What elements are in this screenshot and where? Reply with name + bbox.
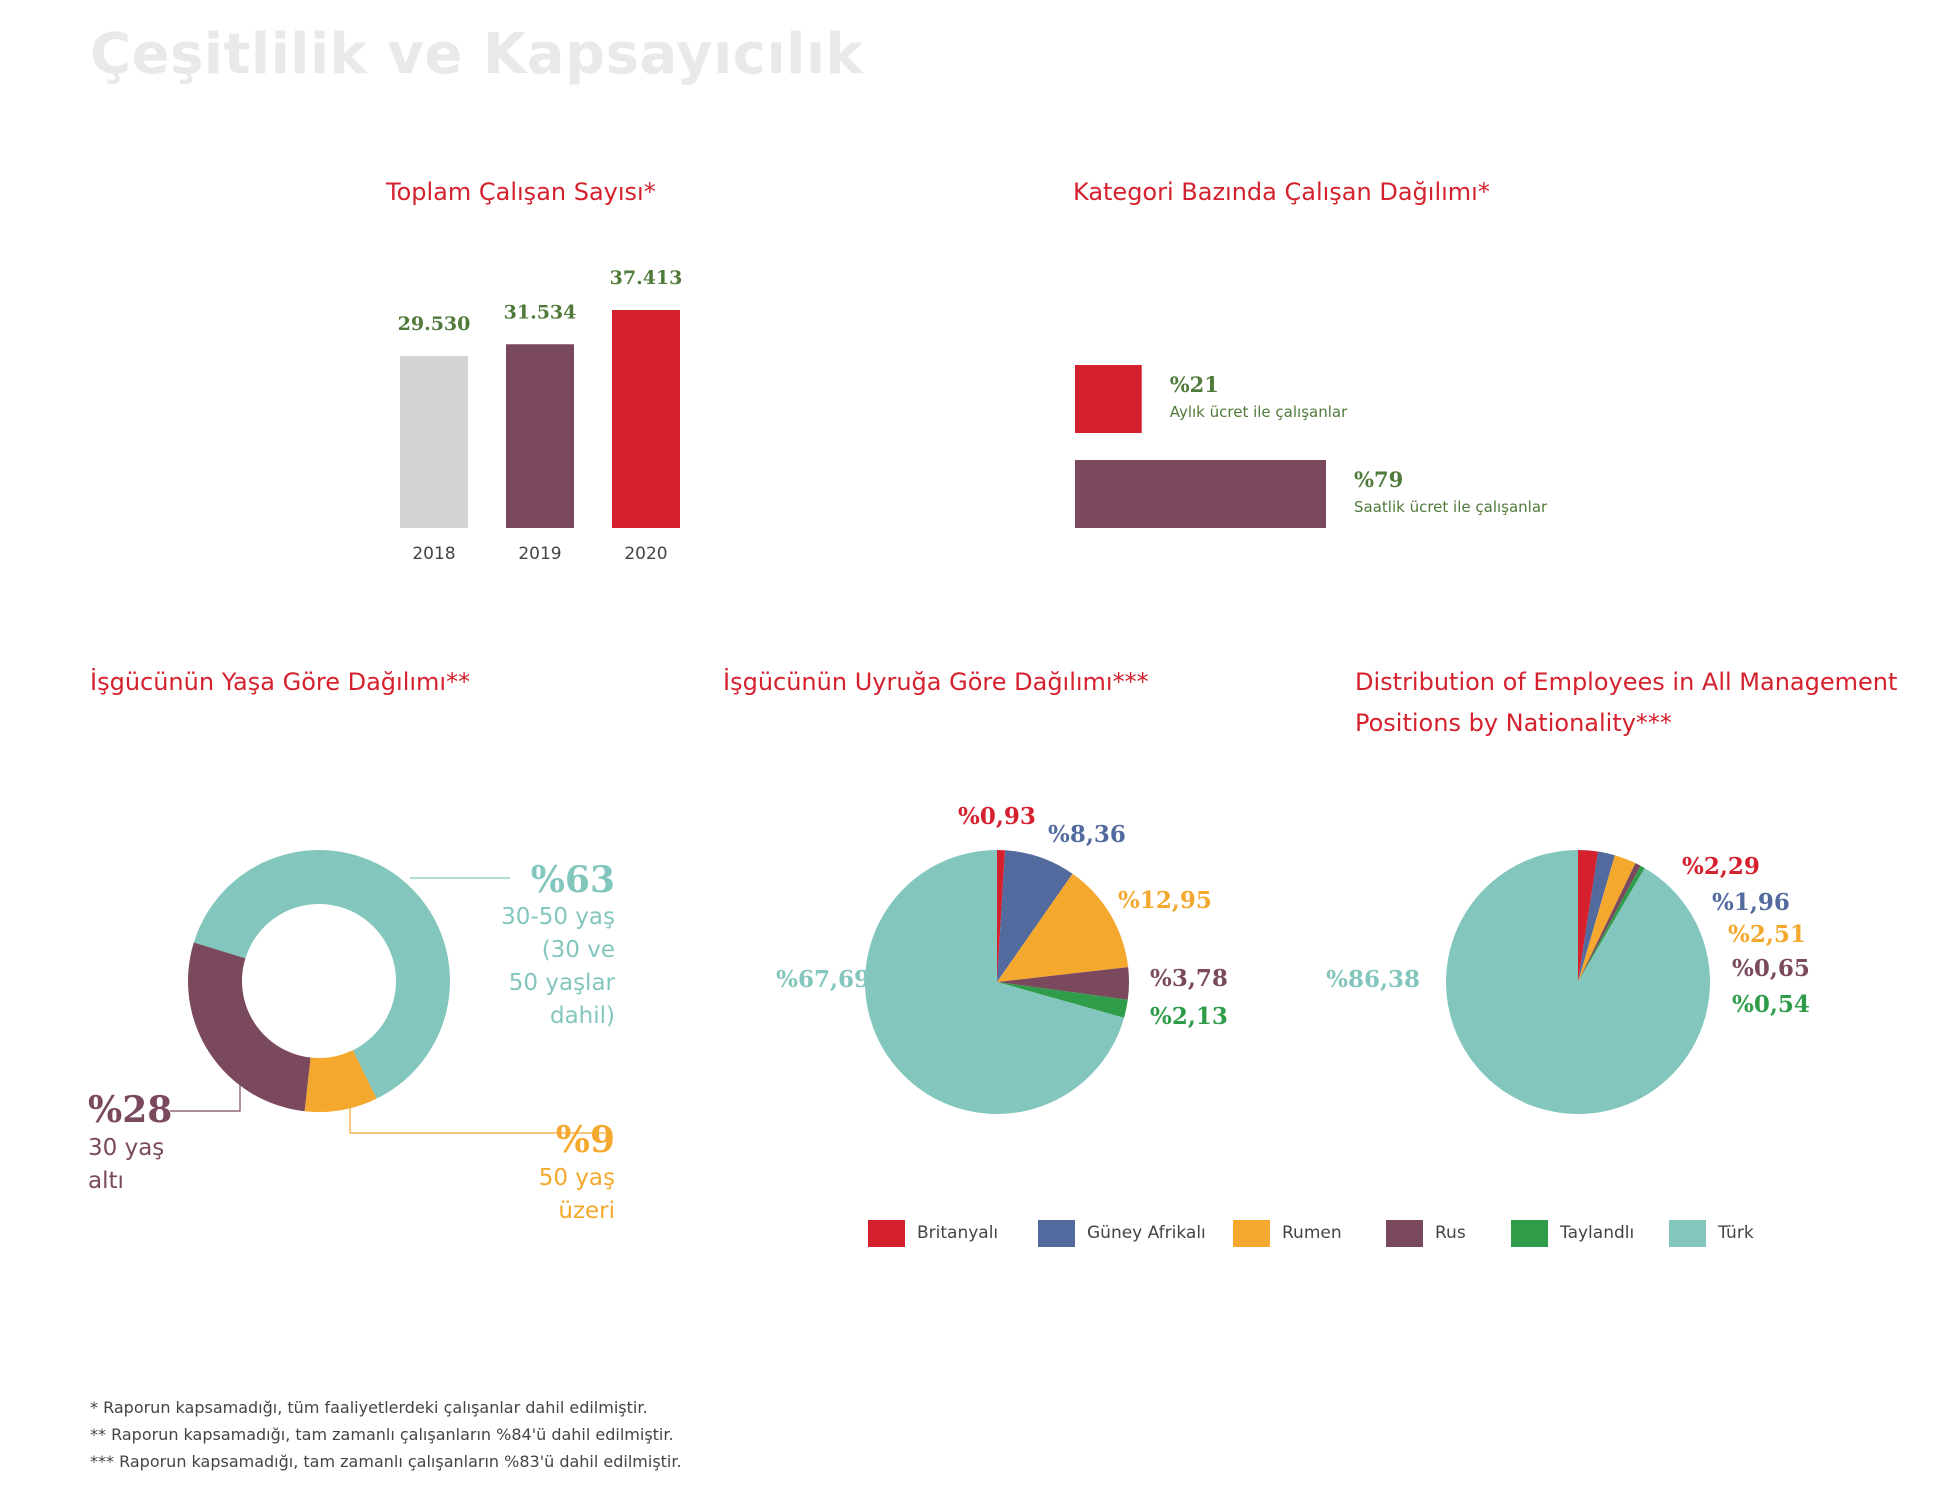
hbar-value-label: %79 (1354, 467, 1403, 492)
pie-label-Güney Afrikalı: %1,96 (1712, 889, 1790, 916)
pie-slice-Rumen (1578, 855, 1636, 982)
donut-slice-0 (193, 850, 450, 1099)
pie-label-Taylandlı: %0,54 (1732, 991, 1810, 1018)
hbar-chart-category: %21 Aylık ücret ile çalışanlar %79 Saatlik … (1075, 365, 1548, 528)
legend-swatch (1669, 1219, 1706, 1247)
pie-slice-Britanyalı (997, 850, 1006, 982)
legend-swatch (1511, 1219, 1548, 1247)
bar-value-label: 37.413 (610, 267, 683, 289)
pie-label-Taylandlı: %2,13 (1150, 1003, 1228, 1030)
donut-desc-63: 50 yaşlar (509, 970, 616, 996)
footnote-2: ** Raporun kapsamadığı, tam zamanlı çalı… (90, 1425, 674, 1444)
pie-chart-nationality: %0,93 %8,36 %12,95 %3,78 %2,13 %67,69 (776, 803, 1228, 1114)
legend-swatch (868, 1219, 905, 1247)
legend-label: Güney Afrikalı (1087, 1223, 1206, 1243)
legend-label: Rumen (1282, 1223, 1342, 1243)
pie-slice-Taylandlı (997, 982, 1128, 1018)
pie-label-Britanyalı: %0,93 (958, 803, 1036, 830)
pie-slice-Güney Afrikalı (1578, 851, 1615, 982)
chart-title-total-employees: Toplam Çalışan Sayısı* (386, 178, 656, 206)
legend-label: Taylandlı (1560, 1223, 1635, 1243)
donut-desc-9: 50 yaş (539, 1165, 615, 1191)
donut-desc-9: üzeri (558, 1198, 615, 1224)
pie-slice-Güney Afrikalı (997, 850, 1073, 982)
donut-slice-2 (188, 942, 311, 1112)
legend-swatch (1038, 1219, 1075, 1247)
pie-label-Rumen: %2,51 (1728, 921, 1806, 948)
donut-slice-1 (304, 1050, 377, 1112)
donut-desc-63: 30-50 yaş (501, 904, 615, 930)
legend-label: Türk (1718, 1223, 1754, 1243)
donut-desc-28: 30 yaş (88, 1135, 164, 1161)
donut-desc-63: dahil) (550, 1003, 615, 1029)
pie-label-Britanyalı: %2,29 (1682, 853, 1760, 880)
pie-chart-management: %2,29 %1,96 %2,51 %0,65 %0,54 %86,38 (1326, 850, 1810, 1114)
chart-title-management-line1: Distribution of Employees in All Managem… (1355, 668, 1898, 696)
pie-slice-Britanyalı (1578, 850, 1599, 982)
footnote-3: *** Raporun kapsamadığı, tam zamanlı çal… (90, 1452, 682, 1471)
pie-label-Rumen: %12,95 (1118, 887, 1212, 914)
bar-tick-label: 2018 (412, 544, 455, 564)
bar-chart-total-employees: 29.530 2018 31.534 2019 37.413 2020 (398, 267, 683, 564)
chart-title-management: Distribution of Employees in All Managem… (1355, 662, 1897, 744)
bar-2020 (612, 310, 680, 528)
leader-line-9 (349, 1095, 605, 1134)
pie-slice-Rus (1578, 863, 1641, 982)
legend-item-britanyali: Britanyalı (868, 1218, 998, 1248)
pie-label-Rus: %3,78 (1150, 965, 1228, 992)
donut-desc-28: altı (88, 1168, 124, 1194)
hbar-category-label: Aylık ücret ile çalışanlar (1170, 403, 1348, 421)
bar-2018 (400, 355, 468, 528)
pie-label-Türk: %86,38 (1326, 966, 1420, 993)
pie-slice-Taylandlı (1578, 865, 1645, 982)
pie-label-Rus: %0,65 (1732, 955, 1810, 982)
chart-title-category: Kategori Bazında Çalışan Dağılımı* (1073, 178, 1490, 206)
legend-label: Britanyalı (917, 1223, 999, 1243)
donut-label-9: %9 (556, 1119, 615, 1161)
donut-chart-age: %63 30-50 yaş (30 ve 50 yaşlar dahil) %9 50 ya… (88, 850, 616, 1224)
donut-label-63: %63 (531, 859, 615, 901)
chart-title-age: İşgücünün Yaşa Göre Dağılımı** (90, 668, 471, 696)
page-title: Çeşitlilik ve Kapsayıcılık (90, 22, 864, 87)
hbar-category-label: Saatlik ücret ile çalışanlar (1354, 498, 1548, 516)
pie-slice-Türk (865, 850, 1125, 1114)
legend-item-rumen: Rumen (1233, 1218, 1342, 1248)
pie-slice-Türk (1446, 850, 1710, 1114)
legend-item-rus: Rus (1386, 1218, 1466, 1248)
footnote-1: * Raporun kapsamadığı, tüm faaliyetlerde… (90, 1398, 648, 1417)
legend-item-guney-afrikali: Güney Afrikalı (1038, 1218, 1206, 1248)
leader-line-28 (170, 1072, 241, 1112)
bar-tick-label: 2019 (518, 544, 561, 564)
bar-value-label: 29.530 (398, 313, 471, 335)
pie-slice-Rus (997, 967, 1129, 1000)
legend: Britanyalı Güney Afrikalı Rumen Rus Tayl… (868, 1218, 1768, 1250)
chart-title-management-line2: Positions by Nationality*** (1355, 709, 1672, 737)
hbar-1 (1075, 460, 1326, 528)
legend-item-turk: Türk (1669, 1218, 1754, 1248)
legend-swatch (1233, 1219, 1270, 1247)
bar-2019 (506, 344, 574, 528)
hbar-0 (1075, 365, 1142, 433)
donut-desc-63: (30 ve (542, 937, 615, 963)
legend-item-taylandli: Taylandlı (1511, 1218, 1634, 1248)
donut-label-28: %28 (88, 1089, 172, 1131)
bar-tick-label: 2020 (624, 544, 667, 564)
bar-value-label: 31.534 (504, 301, 577, 323)
pie-slice-Rumen (997, 873, 1129, 982)
legend-label: Rus (1435, 1223, 1466, 1243)
pie-label-Türk: %67,69 (776, 966, 870, 993)
hbar-value-label: %21 (1170, 372, 1219, 397)
chart-title-nationality: İşgücünün Uyruğa Göre Dağılımı*** (723, 668, 1149, 696)
legend-swatch (1386, 1219, 1423, 1247)
pie-label-Güney Afrikalı: %8,36 (1048, 821, 1126, 848)
